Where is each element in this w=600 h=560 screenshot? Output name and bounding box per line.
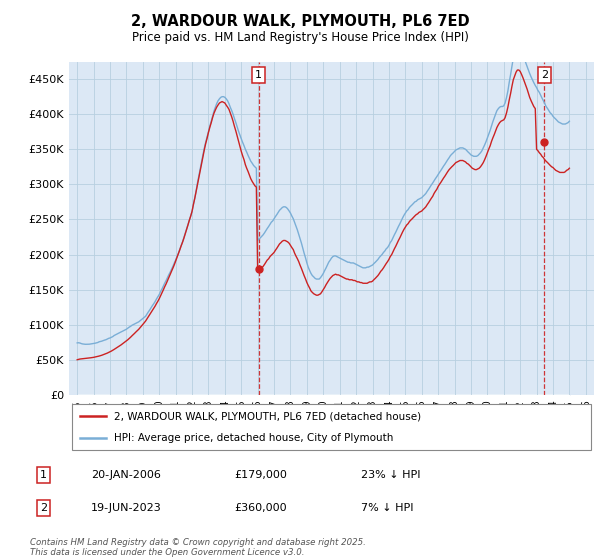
Text: 1: 1 (255, 70, 262, 80)
Text: 23% ↓ HPI: 23% ↓ HPI (361, 470, 421, 480)
Text: 2: 2 (541, 70, 548, 80)
Text: 7% ↓ HPI: 7% ↓ HPI (361, 503, 414, 513)
Text: £179,000: £179,000 (234, 470, 287, 480)
Text: Price paid vs. HM Land Registry's House Price Index (HPI): Price paid vs. HM Land Registry's House … (131, 31, 469, 44)
Text: 2: 2 (40, 503, 47, 513)
Text: 19-JUN-2023: 19-JUN-2023 (91, 503, 161, 513)
Text: HPI: Average price, detached house, City of Plymouth: HPI: Average price, detached house, City… (113, 433, 393, 443)
Text: 2, WARDOUR WALK, PLYMOUTH, PL6 7ED (detached house): 2, WARDOUR WALK, PLYMOUTH, PL6 7ED (deta… (113, 411, 421, 421)
Text: 2, WARDOUR WALK, PLYMOUTH, PL6 7ED: 2, WARDOUR WALK, PLYMOUTH, PL6 7ED (131, 14, 469, 29)
Text: 20-JAN-2006: 20-JAN-2006 (91, 470, 161, 480)
Text: Contains HM Land Registry data © Crown copyright and database right 2025.
This d: Contains HM Land Registry data © Crown c… (30, 538, 366, 557)
Text: £360,000: £360,000 (234, 503, 287, 513)
FancyBboxPatch shape (71, 404, 592, 450)
Text: 1: 1 (40, 470, 47, 480)
